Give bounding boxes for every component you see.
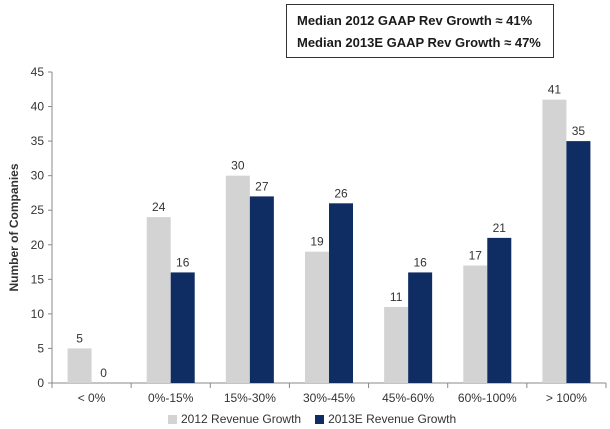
bar-2013e [487, 237, 512, 383]
bar-chart: 0 5 10 15 20 25 30 35 40 45 Number of Companies < 0… [7, 65, 607, 405]
data-label-2013e: 26 [334, 186, 348, 200]
data-label-2013e: 21 [493, 221, 507, 235]
x-tick-label: 0%-15% [148, 391, 194, 405]
chart-legend: 2012 Revenue Growth 2013E Revenue Growth [168, 411, 470, 427]
x-tick-label: 30%-45% [303, 391, 355, 405]
bar-2013e [170, 272, 195, 383]
y-tick-label: 45 [31, 65, 45, 79]
data-label-2012: 41 [548, 83, 562, 97]
legend-label-2012: 2012 Revenue Growth [181, 412, 302, 426]
y-tick-label: 25 [31, 203, 45, 217]
y-tick-label: 30 [31, 169, 45, 183]
median-2012-text: Median 2012 GAAP Rev Growth ≈ 41% [297, 13, 533, 28]
bar-2012 [225, 175, 250, 383]
x-tick-label: 15%-30% [224, 391, 276, 405]
data-label-2012: 30 [231, 159, 245, 173]
bar-2012 [305, 251, 329, 383]
data-label-2013e: 16 [413, 255, 427, 269]
data-label-2012: 17 [469, 249, 483, 263]
bar-2012 [384, 306, 409, 383]
legend-label-2013e: 2013E Revenue Growth [328, 412, 457, 426]
y-tick-label: 35 [31, 134, 45, 148]
legend-entry-2012: 2012 Revenue Growth [168, 412, 301, 426]
y-tick-label: 15 [31, 272, 45, 286]
x-tick-label: 60%-100% [458, 391, 517, 405]
data-label-2013e: 0 [100, 366, 107, 380]
data-label-2013e: 27 [255, 179, 269, 193]
bar-2013e [329, 203, 353, 383]
y-tick-label: 40 [31, 100, 45, 114]
data-label-2013e: 35 [572, 124, 586, 138]
legend-swatch-2012 [168, 414, 177, 424]
data-label-2012: 24 [152, 200, 166, 214]
data-label-2013e: 16 [176, 255, 190, 269]
y-tick-label: 5 [37, 341, 44, 355]
bar-2012 [463, 265, 488, 383]
y-axis-title: Number of Companies [7, 163, 21, 291]
x-tick-label: < 0% [78, 391, 106, 405]
bar-2013e [566, 141, 591, 383]
y-tick-label: 0 [37, 376, 44, 390]
median-growth-annotation: Median 2012 GAAP Rev Growth ≈ 41% Median… [286, 4, 554, 58]
y-tick-label: 20 [31, 238, 45, 252]
bar-2012 [542, 99, 567, 384]
bar-2012 [146, 217, 171, 383]
x-tick-label: > 100% [546, 391, 587, 405]
legend-swatch-2013e [315, 414, 325, 424]
bar-2012 [67, 348, 92, 383]
x-tick-label: 45%-60% [382, 391, 434, 405]
median-2013e-text: Median 2013E GAAP Rev Growth ≈ 47% [297, 35, 541, 50]
legend-entry-2013e: 2013E Revenue Growth [315, 412, 456, 426]
bar-2013e [249, 196, 274, 383]
data-label-2012: 19 [310, 235, 324, 249]
bar-2013e [408, 272, 433, 383]
data-label-2012: 11 [390, 290, 403, 304]
y-tick-label: 10 [31, 307, 45, 321]
data-label-2012: 5 [76, 331, 83, 345]
